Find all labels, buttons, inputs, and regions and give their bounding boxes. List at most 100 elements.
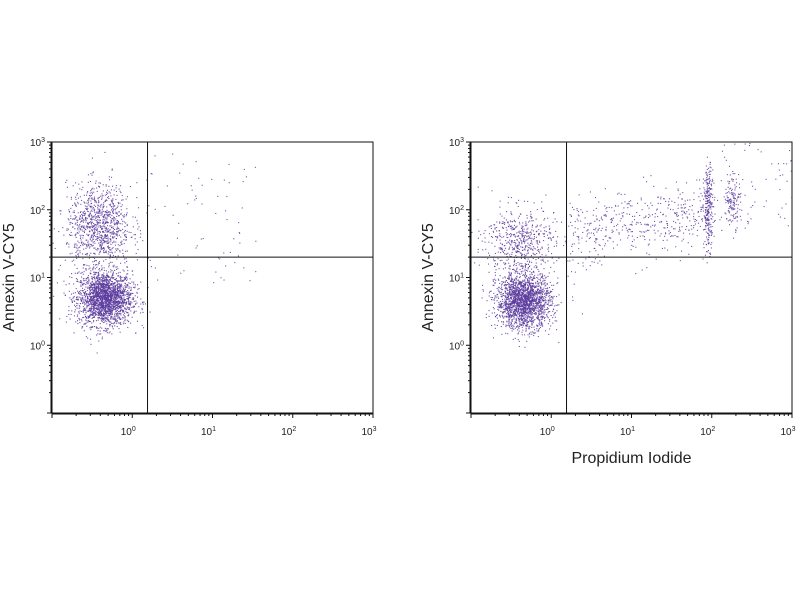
data-point bbox=[515, 285, 517, 287]
data-point bbox=[532, 290, 534, 292]
data-point bbox=[93, 225, 95, 227]
data-point bbox=[538, 328, 540, 330]
data-point bbox=[90, 236, 92, 238]
data-point bbox=[92, 227, 94, 229]
data-point bbox=[101, 274, 103, 276]
data-point bbox=[118, 283, 120, 285]
data-point bbox=[531, 295, 533, 297]
data-point bbox=[96, 229, 98, 231]
data-point bbox=[113, 290, 115, 292]
data-point bbox=[547, 317, 549, 319]
data-point bbox=[509, 265, 511, 267]
data-point bbox=[154, 267, 156, 269]
data-point bbox=[77, 320, 79, 322]
data-point bbox=[121, 276, 123, 278]
data-point bbox=[92, 267, 94, 269]
data-point bbox=[122, 299, 124, 301]
data-point bbox=[503, 305, 505, 307]
data-point bbox=[72, 298, 74, 300]
data-point bbox=[139, 236, 141, 238]
data-point bbox=[508, 325, 510, 327]
data-point bbox=[89, 212, 91, 214]
data-point bbox=[534, 293, 536, 295]
data-point bbox=[531, 293, 533, 295]
data-point bbox=[90, 205, 92, 207]
data-point bbox=[105, 279, 107, 281]
data-point bbox=[497, 296, 499, 298]
data-point bbox=[112, 287, 114, 289]
data-point bbox=[532, 300, 534, 302]
data-point bbox=[99, 231, 101, 233]
data-point bbox=[101, 209, 103, 211]
data-point bbox=[525, 324, 527, 326]
data-point bbox=[75, 252, 77, 254]
data-point bbox=[527, 279, 529, 281]
data-point bbox=[87, 191, 89, 193]
data-point bbox=[523, 274, 525, 276]
data-point bbox=[85, 316, 87, 318]
data-point bbox=[102, 205, 104, 207]
data-point bbox=[527, 293, 529, 295]
data-point bbox=[112, 291, 114, 293]
data-point bbox=[110, 298, 112, 300]
data-point bbox=[99, 195, 101, 197]
data-point bbox=[101, 278, 103, 280]
data-point bbox=[129, 282, 131, 284]
data-point bbox=[537, 308, 539, 310]
data-point bbox=[86, 282, 88, 284]
data-point bbox=[511, 294, 513, 296]
data-point bbox=[103, 237, 105, 239]
data-point bbox=[521, 319, 523, 321]
tick-exponent: 0 bbox=[41, 340, 45, 347]
data-point bbox=[505, 332, 507, 334]
data-point bbox=[63, 292, 65, 294]
data-point bbox=[69, 223, 71, 225]
data-point bbox=[82, 302, 84, 304]
data-point bbox=[519, 306, 521, 308]
data-point bbox=[68, 209, 70, 211]
data-point bbox=[531, 324, 533, 326]
data-point bbox=[544, 317, 546, 319]
data-point bbox=[93, 312, 95, 314]
data-point bbox=[110, 283, 112, 285]
data-point bbox=[527, 305, 529, 307]
data-point bbox=[93, 232, 95, 234]
data-point bbox=[90, 314, 92, 316]
data-point bbox=[516, 267, 518, 269]
data-point bbox=[510, 309, 512, 311]
data-point bbox=[508, 316, 510, 318]
data-point bbox=[502, 303, 504, 305]
data-point bbox=[520, 304, 522, 306]
data-point bbox=[524, 305, 526, 307]
data-point bbox=[77, 212, 79, 214]
data-point bbox=[529, 303, 531, 305]
data-point bbox=[71, 234, 73, 236]
data-point bbox=[532, 322, 534, 324]
data-point bbox=[92, 298, 94, 300]
data-point bbox=[136, 182, 138, 184]
data-point bbox=[117, 289, 119, 291]
data-point bbox=[85, 239, 87, 241]
data-point bbox=[113, 303, 115, 305]
data-point bbox=[100, 282, 102, 284]
data-point bbox=[83, 309, 85, 311]
data-point bbox=[491, 312, 493, 314]
data-point bbox=[105, 299, 107, 301]
data-point bbox=[512, 283, 514, 285]
data-point bbox=[115, 296, 117, 298]
data-point bbox=[76, 298, 78, 300]
data-point bbox=[126, 212, 128, 214]
data-point bbox=[126, 250, 128, 252]
data-point bbox=[515, 321, 517, 323]
data-point bbox=[107, 242, 109, 244]
data-point bbox=[115, 238, 117, 240]
data-point bbox=[74, 218, 76, 220]
data-point bbox=[81, 320, 83, 322]
data-point bbox=[81, 241, 83, 243]
data-point bbox=[99, 330, 101, 332]
data-point bbox=[86, 210, 88, 212]
data-point bbox=[104, 277, 106, 279]
data-point bbox=[516, 276, 518, 278]
data-point bbox=[68, 219, 70, 221]
data-point bbox=[539, 280, 541, 282]
